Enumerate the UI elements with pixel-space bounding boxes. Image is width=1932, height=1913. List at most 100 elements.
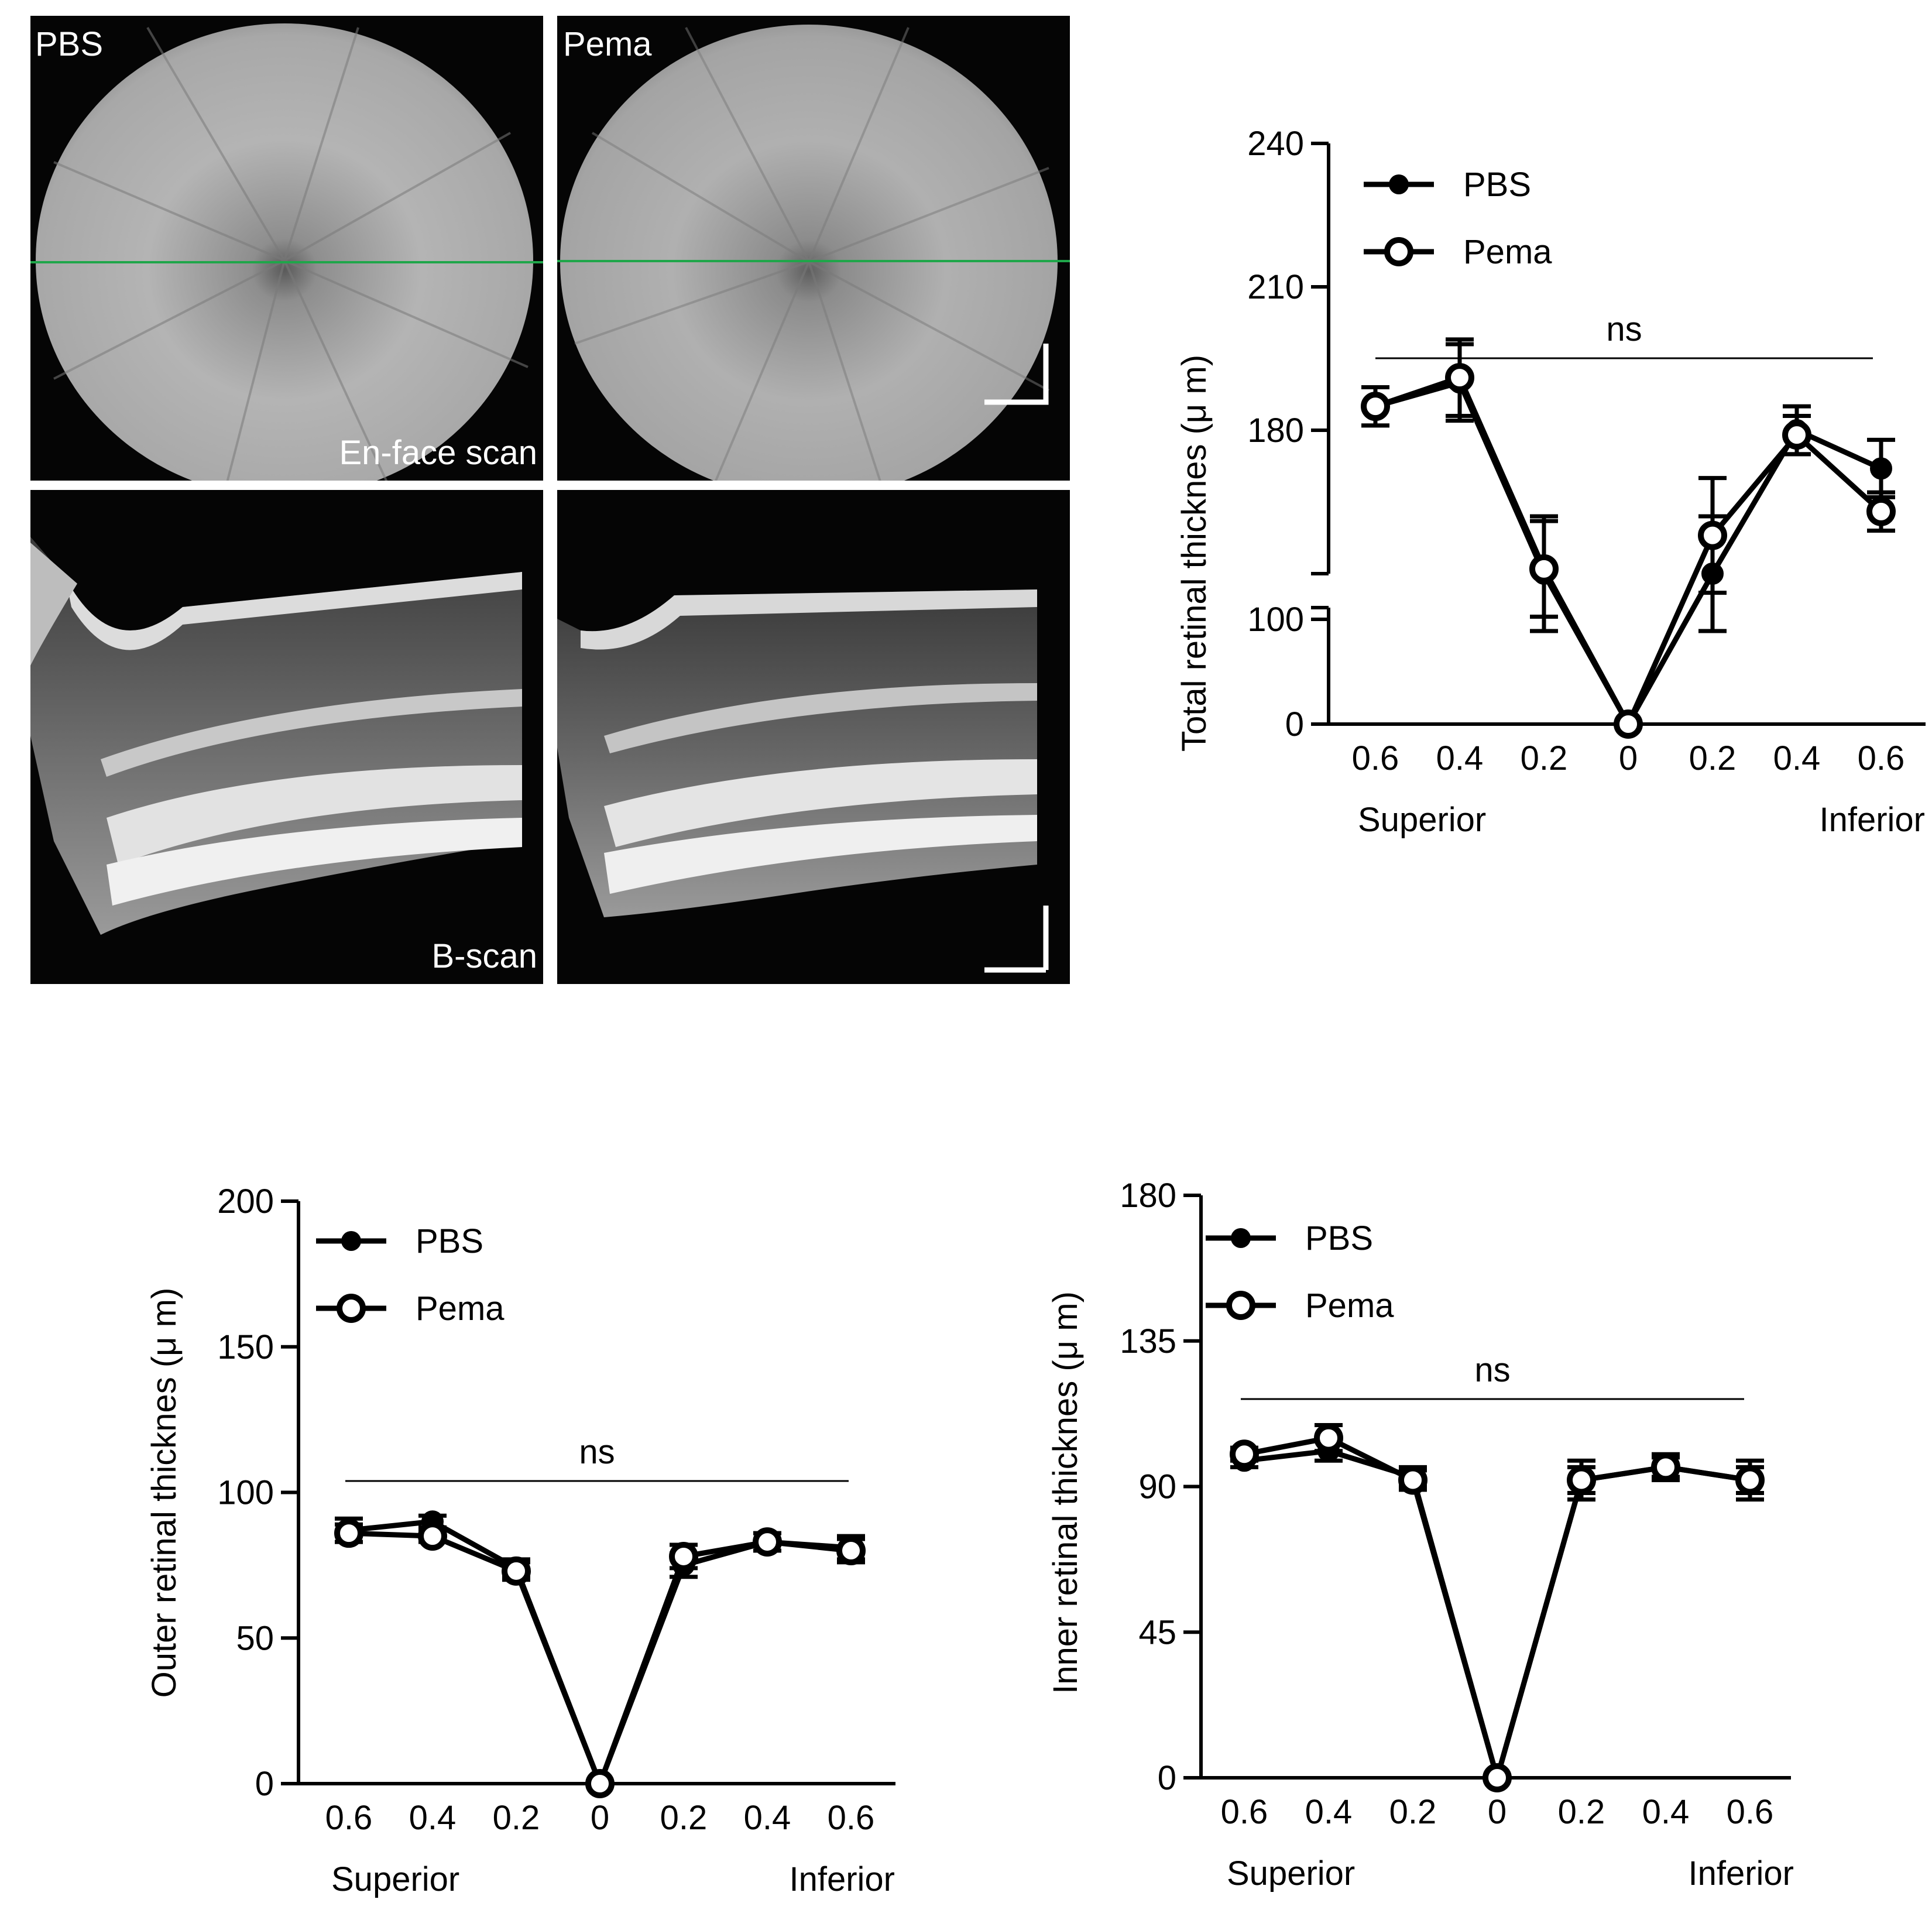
y-axis-label: Inner retinal thicknes (μ m) [1046,1291,1085,1694]
y-tick-label: 0 [1158,1759,1176,1797]
data-point-pema [1698,520,1727,550]
data-point-pema [1735,1465,1765,1495]
data-point-pema [1445,363,1474,393]
data-point-pema [1314,1423,1343,1453]
x-tick-label: 0.2 [660,1799,708,1837]
bscan-label: B-scan [431,937,537,975]
legend-label-pbs: PBS [416,1222,483,1260]
data-point-pema [669,1541,698,1571]
data-point-pema [585,1769,615,1798]
outer-thickness-plot: 0 50 100 150 200 0.6 0.4 0.2 0 0.2 0.4 0.6 Superior I… [145,1182,895,1898]
x-group-label-inferior: Inferior [1688,1854,1794,1893]
legend-label-pema: Pema [1305,1287,1394,1325]
legend-label-pema: Pema [1463,233,1552,271]
data-point-pema [1614,709,1643,739]
legend-label-pema: Pema [416,1290,505,1328]
x-tick-label: 0.4 [1642,1793,1690,1831]
x-tick-label: 0.6 [828,1799,875,1837]
legend-label-pbs: PBS [1305,1219,1373,1257]
ns-annotation: ns [1606,310,1642,348]
y-tick-label: 90 [1138,1468,1176,1506]
y-tick-label: 45 [1138,1613,1176,1651]
enface-pema-image: Pema [557,16,1070,481]
y-tick-label: 50 [236,1619,274,1657]
outer-thickness-chart: 0 50 100 150 200 0.6 0.4 0.2 0 0.2 0.4 0.6 Superior I… [135,1165,966,1913]
y-axis-label: Outer retinal thicknes (μ m) [145,1288,183,1698]
data-point-pema [836,1536,866,1565]
bscan-pbs-image: B-scan [30,490,543,984]
series-line-pbs [348,1518,852,1787]
x-tick-label: 0.6 [325,1799,373,1837]
inner-thickness-plot: 0 45 90 135 180 0.6 0.4 0.2 0 0.2 0.4 0.6 Superior In… [1046,1177,1794,1893]
data-point-pema [1529,554,1559,584]
legend-marker-pema [1384,237,1413,266]
data-point-pbs [1870,457,1892,480]
data-point-pema [753,1527,782,1557]
data-point-pema [1782,420,1811,450]
data-point-pema [1398,1465,1427,1495]
enface-pbs-image: PBS En-face scan [30,16,543,481]
x-group-label-inferior: Inferior [789,1860,895,1898]
x-tick-label: 0.6 [1221,1793,1268,1831]
x-tick-label: 0.2 [1558,1793,1605,1831]
scale-bar [984,906,1049,973]
x-group-label-superior: Superior [1358,801,1486,839]
legend-marker-pbs [1389,174,1409,194]
data-point-pbs [1701,563,1724,585]
x-tick-label: 0.2 [1521,739,1568,777]
data-point-pema [1483,1763,1512,1792]
data-point-pema [1361,392,1390,421]
x-tick-label: 0 [1488,1793,1507,1831]
series-line-pema [1244,1435,1751,1781]
x-tick-label: 0.2 [1689,739,1737,777]
bscan-pbs-layers [30,537,522,935]
y-tick-label: 210 [1247,268,1304,306]
x-tick-label: 0 [591,1799,609,1837]
ns-annotation: ns [579,1433,615,1471]
data-point-pema [334,1518,363,1548]
data-point-pema [1866,496,1896,526]
y-tick-label: 180 [1120,1177,1176,1215]
y-tick-label: 0 [255,1765,274,1803]
x-tick-label: 0.6 [1858,739,1905,777]
y-tick-label: 240 [1247,125,1304,163]
total-thickness-plot: 0 100 180 210 240 0.6 0.4 0.2 0 0.2 0.4 0.6 Superior… [1175,125,1926,839]
x-tick-label: 0.2 [493,1799,540,1837]
x-tick-label: 0.4 [744,1799,791,1837]
x-group-label-inferior: Inferior [1819,801,1925,839]
legend-marker-pbs [341,1231,361,1251]
inner-thickness-chart: 0 45 90 135 180 0.6 0.4 0.2 0 0.2 0.4 0.6 Superior In… [1030,1165,1932,1913]
legend-marker-pema [337,1294,366,1323]
y-tick-label: 150 [217,1328,274,1366]
y-axis-label: Total retinal thicknes (μ m) [1175,355,1213,752]
y-tick-label: 0 [1285,705,1304,743]
data-point-pema [1651,1452,1680,1482]
x-group-label-superior: Superior [1227,1854,1355,1893]
bscan-pema-image [557,490,1070,984]
x-tick-label: 0.4 [1436,739,1484,777]
data-point-pema [1230,1439,1259,1469]
x-tick-label: 0.6 [1352,739,1399,777]
x-tick-label: 0.2 [1389,1793,1437,1831]
series-line-pbs [1244,1448,1751,1781]
data-point-pema [502,1556,531,1586]
legend-marker-pema [1226,1291,1255,1320]
pbs-label: PBS [35,25,104,63]
series-line-pema [348,1530,852,1787]
legend-label-pbs: PBS [1463,166,1531,204]
y-tick-label: 135 [1120,1322,1176,1360]
legend-marker-pbs [1231,1228,1251,1248]
data-point-pema [1567,1465,1596,1495]
data-point-pema [418,1521,447,1551]
x-tick-label: 0.6 [1727,1793,1774,1831]
pema-label: Pema [563,25,652,63]
scale-bar [984,344,1049,405]
x-tick-label: 0 [1619,739,1638,777]
x-tick-label: 0.4 [1773,739,1821,777]
enface-pbs-fundus [30,23,543,481]
enface-scan-label: En-face scan [339,434,537,472]
y-tick-label: 180 [1247,412,1304,450]
y-tick-label: 100 [217,1474,274,1512]
total-thickness-chart: 0 100 180 210 240 0.6 0.4 0.2 0 0.2 0.4 0.6 Superior… [1165,105,1932,878]
bscan-pema-layers [557,589,1049,973]
